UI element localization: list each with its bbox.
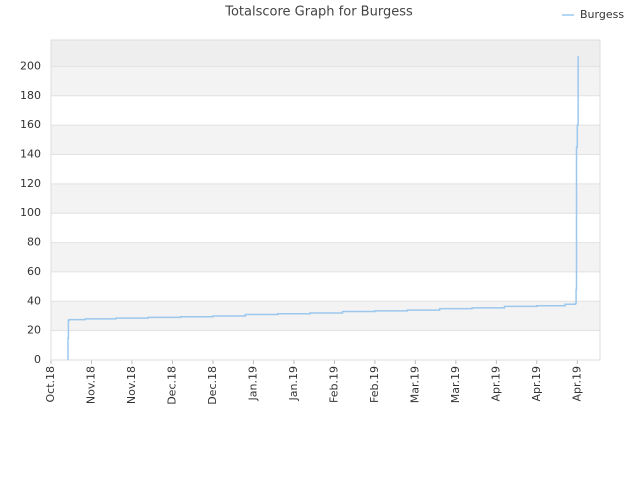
y-tick-label: 0	[34, 353, 41, 366]
x-tick-label: Apr.19	[489, 366, 502, 402]
y-tick-label: 100	[20, 206, 41, 219]
band	[51, 40, 600, 67]
x-tick-label: Apr.19	[570, 366, 583, 402]
x-tick-label: Oct.18	[44, 366, 57, 403]
x-tick-label: Nov.18	[125, 366, 138, 404]
y-tick-label: 160	[20, 118, 41, 131]
y-tick-label: 60	[27, 265, 41, 278]
legend-label: Burgess	[580, 8, 624, 21]
chart-title: Totalscore Graph for Burgess	[224, 5, 413, 20]
y-tick-label: 120	[20, 177, 41, 190]
band	[51, 242, 600, 272]
x-tick-label: Jan.19	[287, 366, 300, 401]
y-tick-label: 200	[20, 59, 41, 72]
band	[51, 66, 600, 96]
y-tick-label: 140	[20, 147, 41, 160]
y-tick-label: 20	[27, 324, 41, 337]
y-tick-label: 40	[27, 294, 41, 307]
x-tick-label: Mar.19	[408, 366, 421, 403]
x-tick-label: Feb.19	[327, 366, 340, 403]
band	[51, 125, 600, 155]
plot-border	[50, 39, 601, 361]
x-tick-label: Dec.18	[206, 366, 219, 405]
line	[67, 56, 579, 360]
band	[51, 183, 600, 214]
x-tick-label: Apr.19	[530, 366, 543, 402]
y-tick-label: 80	[27, 236, 41, 249]
x-tick-label: Mar.19	[449, 366, 462, 403]
x-tick-label: Feb.19	[368, 366, 381, 403]
x-tick-label: Dec.18	[165, 366, 178, 405]
y-tick-label: 180	[20, 89, 41, 102]
x-tick-label: Nov.18	[84, 366, 97, 404]
x-tick-label: Jan.19	[246, 366, 259, 401]
